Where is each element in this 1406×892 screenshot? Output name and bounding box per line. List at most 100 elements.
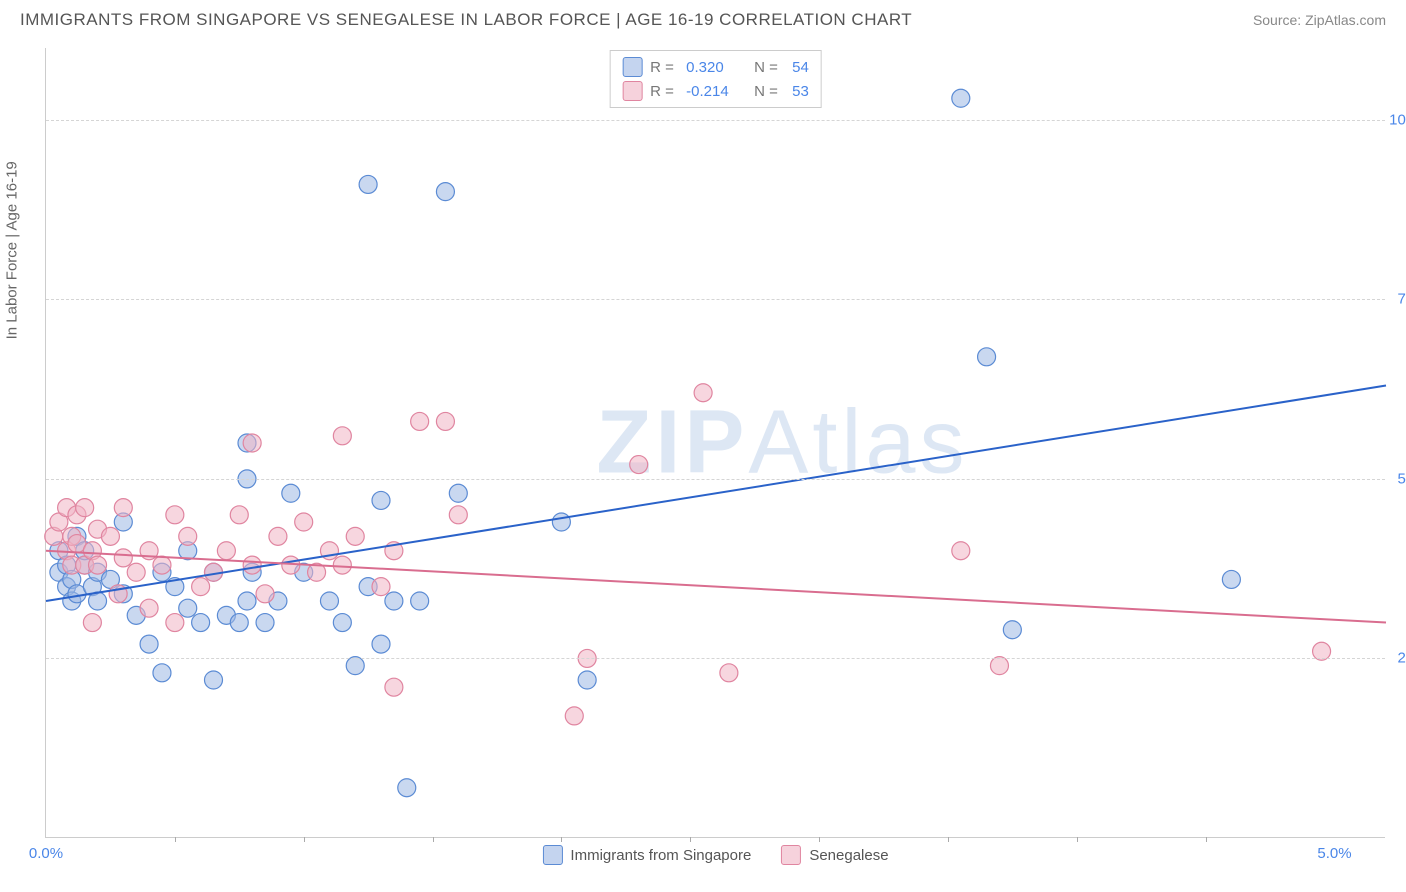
y-tick-label: 25.0% — [1397, 650, 1406, 667]
x-minor-tick — [304, 837, 305, 842]
x-minor-tick — [1077, 837, 1078, 842]
trend-line — [46, 386, 1386, 601]
scatter-point — [127, 563, 145, 581]
legend-label-senegalese: Senegalese — [809, 847, 888, 864]
header: IMMIGRANTS FROM SINGAPORE VS SENEGALESE … — [0, 0, 1406, 38]
legend-n-label: N = — [754, 83, 784, 100]
scatter-point — [333, 614, 351, 632]
scatter-point — [372, 578, 390, 596]
legend-correlation: R = 0.320 N = 54 R = -0.214 N = 53 — [609, 50, 822, 108]
gridline-h — [46, 658, 1385, 659]
scatter-point — [565, 707, 583, 725]
scatter-point — [243, 556, 261, 574]
scatter-point — [694, 384, 712, 402]
scatter-point — [359, 175, 377, 193]
x-minor-tick — [1206, 837, 1207, 842]
scatter-point — [449, 484, 467, 502]
legend-r-label: R = — [650, 83, 678, 100]
legend-swatch-singapore-icon — [542, 845, 562, 865]
trend-line — [46, 551, 1386, 623]
scatter-point — [1222, 570, 1240, 588]
scatter-point — [256, 614, 274, 632]
legend-r-label: R = — [650, 59, 678, 76]
legend-swatch-senegalese-icon — [781, 845, 801, 865]
legend-n-singapore: 54 — [792, 59, 809, 76]
scatter-point — [385, 678, 403, 696]
source-attribution: Source: ZipAtlas.com — [1253, 12, 1386, 28]
gridline-h — [46, 120, 1385, 121]
scatter-point — [179, 599, 197, 617]
scatter-point — [217, 542, 235, 560]
scatter-point — [140, 635, 158, 653]
scatter-point — [1003, 621, 1021, 639]
scatter-point — [578, 671, 596, 689]
scatter-point — [385, 592, 403, 610]
scatter-point — [630, 456, 648, 474]
legend-label-singapore: Immigrants from Singapore — [570, 847, 751, 864]
scatter-plot-svg — [46, 48, 1385, 837]
legend-row-senegalese: R = -0.214 N = 53 — [622, 79, 809, 103]
legend-item-senegalese: Senegalese — [781, 845, 888, 865]
scatter-point — [720, 664, 738, 682]
legend-n-senegalese: 53 — [792, 83, 809, 100]
gridline-h — [46, 299, 1385, 300]
scatter-point — [333, 427, 351, 445]
y-tick-label: 100.0% — [1389, 111, 1406, 128]
scatter-point — [372, 491, 390, 509]
legend-item-singapore: Immigrants from Singapore — [542, 845, 751, 865]
scatter-point — [372, 635, 390, 653]
scatter-point — [101, 527, 119, 545]
scatter-point — [166, 506, 184, 524]
y-tick-label: 50.0% — [1397, 470, 1406, 487]
chart-title: IMMIGRANTS FROM SINGAPORE VS SENEGALESE … — [20, 10, 912, 30]
legend-r-singapore: 0.320 — [686, 59, 746, 76]
x-minor-tick — [948, 837, 949, 842]
legend-row-singapore: R = 0.320 N = 54 — [622, 55, 809, 79]
scatter-point — [192, 614, 210, 632]
x-minor-tick — [819, 837, 820, 842]
legend-swatch-singapore — [622, 57, 642, 77]
x-tick-label: 0.0% — [29, 845, 63, 862]
x-minor-tick — [690, 837, 691, 842]
chart-plot-area: ZIPAtlas R = 0.320 N = 54 R = -0.214 N =… — [45, 48, 1385, 838]
scatter-point — [83, 614, 101, 632]
legend-n-label: N = — [754, 59, 784, 76]
legend-r-senegalese: -0.214 — [686, 83, 746, 100]
scatter-point — [256, 585, 274, 603]
x-minor-tick — [561, 837, 562, 842]
x-tick-label: 5.0% — [1317, 845, 1351, 862]
scatter-point — [333, 556, 351, 574]
scatter-point — [76, 499, 94, 517]
legend-swatch-senegalese — [622, 81, 642, 101]
scatter-point — [238, 592, 256, 610]
scatter-point — [411, 412, 429, 430]
y-axis-label: In Labor Force | Age 16-19 — [4, 161, 21, 339]
legend-series: Immigrants from Singapore Senegalese — [542, 845, 888, 865]
scatter-point — [153, 664, 171, 682]
scatter-point — [269, 527, 287, 545]
scatter-point — [282, 484, 300, 502]
scatter-point — [449, 506, 467, 524]
scatter-point — [320, 592, 338, 610]
scatter-point — [243, 434, 261, 452]
scatter-point — [295, 513, 313, 531]
scatter-point — [411, 592, 429, 610]
scatter-point — [978, 348, 996, 366]
scatter-point — [205, 671, 223, 689]
scatter-point — [398, 779, 416, 797]
source-link[interactable]: ZipAtlas.com — [1305, 12, 1386, 28]
gridline-h — [46, 479, 1385, 480]
scatter-point — [436, 183, 454, 201]
scatter-point — [89, 556, 107, 574]
scatter-point — [114, 499, 132, 517]
scatter-point — [436, 412, 454, 430]
scatter-point — [346, 527, 364, 545]
scatter-point — [230, 506, 248, 524]
scatter-point — [952, 89, 970, 107]
scatter-point — [140, 599, 158, 617]
x-minor-tick — [175, 837, 176, 842]
y-tick-label: 75.0% — [1397, 291, 1406, 308]
scatter-point — [179, 527, 197, 545]
scatter-point — [166, 614, 184, 632]
scatter-point — [114, 549, 132, 567]
